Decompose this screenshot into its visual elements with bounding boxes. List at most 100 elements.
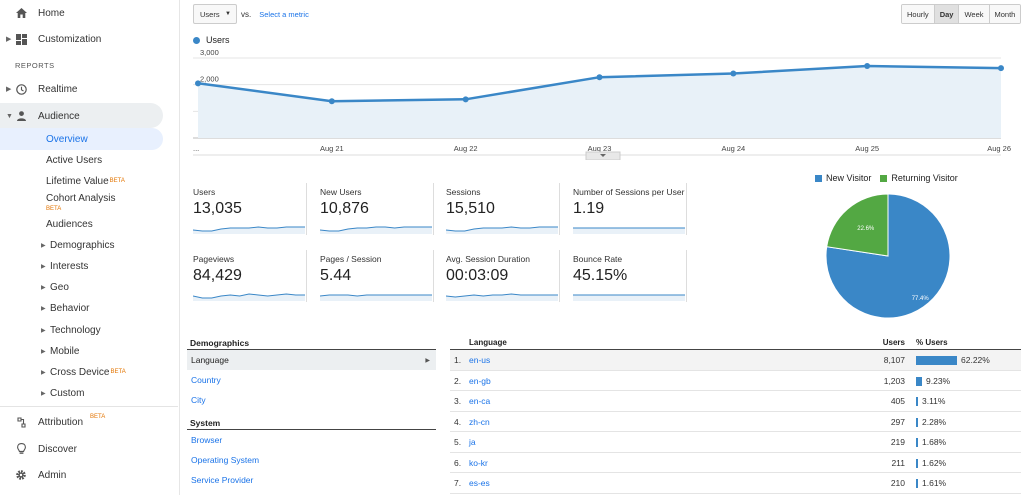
sparkline-line	[193, 226, 305, 232]
sparkline	[573, 294, 685, 301]
row-number: 2.	[454, 375, 462, 386]
metric-tile[interactable]: Avg. Session Duration 00:03:09	[446, 250, 560, 302]
line-chart-legend: Users	[193, 35, 230, 45]
dimension-browser[interactable]: Browser	[191, 435, 223, 445]
table-row[interactable]: 6. ko-kr 211 1.62%	[450, 453, 1021, 473]
sidebar-item-geo[interactable]: ▶ Geo	[41, 281, 69, 293]
sidebar-item-mobile[interactable]: ▶ Mobile	[41, 345, 80, 357]
nav-audience[interactable]: ▼ Audience	[6, 110, 80, 122]
header-pct-users[interactable]: % Users	[916, 338, 948, 347]
header-language[interactable]: Language	[469, 338, 507, 347]
data-point[interactable]	[462, 96, 469, 103]
table-row[interactable]: 5. ja 219 1.68%	[450, 432, 1021, 453]
table-row[interactable]: 1. en-us 8,107 62.22%	[450, 350, 1021, 371]
sparkline-line	[446, 226, 558, 232]
pie-slice-label: 77.4%	[912, 296, 930, 302]
x-tick-label: Aug 26	[987, 144, 1011, 153]
row-language[interactable]: en-gb	[469, 375, 491, 386]
metric-tile[interactable]: Sessions 15,510	[446, 183, 560, 235]
hourly-button[interactable]: Hourly	[902, 5, 935, 23]
metric-tile[interactable]: Users 13,035	[193, 183, 307, 235]
caret-right-icon: ▶	[41, 242, 46, 249]
sparkline-line	[320, 294, 432, 297]
sidebar-item-overview[interactable]: Overview	[46, 133, 88, 145]
row-language[interactable]: ja	[469, 437, 476, 447]
legend-new-visitor: New Visitor	[826, 173, 872, 183]
sidebar-item-custom[interactable]: ▶ Custom	[41, 387, 85, 399]
sidebar-item-active-users[interactable]: Active Users	[46, 154, 103, 166]
table-row[interactable]: 7. es-es 210 1.61%	[450, 473, 1021, 494]
row-pct-users: 62.22%	[961, 355, 990, 365]
metric-label: Pages / Session	[320, 254, 382, 264]
sparkline	[446, 226, 558, 234]
table-row[interactable]: 2. en-gb 1,203 9.23%	[450, 371, 1021, 391]
sidebar-item-technology[interactable]: ▶ Technology	[41, 324, 101, 336]
table-row[interactable]: 3. en-ca 405 3.11%	[450, 391, 1021, 412]
sparkline-area	[193, 294, 305, 301]
dimension-service-provider[interactable]: Service Provider	[191, 475, 254, 485]
nav-home[interactable]: Home	[0, 0, 180, 26]
sidebar-item-lifetime-value[interactable]: Lifetime Value BETA	[46, 175, 125, 187]
dimension-operating-system[interactable]: Operating System	[191, 455, 260, 465]
data-point[interactable]	[195, 80, 201, 87]
nav-realtime[interactable]: ▶ Realtime	[6, 83, 78, 95]
select-metric-link[interactable]: Select a metric	[259, 9, 309, 19]
data-point[interactable]	[596, 74, 603, 81]
caret-right-icon: ▶	[41, 327, 46, 334]
day-button[interactable]: Day	[934, 5, 960, 23]
row-language[interactable]: en-us	[469, 355, 491, 365]
data-point[interactable]	[998, 65, 1004, 72]
percent-bar	[916, 438, 918, 447]
dimension-language[interactable]: Language ▶	[187, 350, 436, 370]
caret-right-icon: ▶	[6, 36, 12, 43]
nav-attribution[interactable]: Attribution BETA	[0, 409, 180, 435]
visitor-pie-chart: 77.4% 22.6%	[825, 193, 951, 319]
row-language[interactable]: ko-kr	[469, 457, 488, 468]
sidebar-item-audiences[interactable]: Audiences	[46, 218, 93, 230]
sidebar-item-cohort-analysis[interactable]: Cohort Analysis BETA	[46, 193, 116, 213]
metric-tile[interactable]: Number of Sessions per User 1.19	[573, 183, 687, 235]
nav-admin[interactable]: Admin	[0, 462, 180, 488]
caret-right-icon: ▶	[41, 369, 46, 376]
x-tick-label: Aug 23	[588, 144, 612, 153]
data-point[interactable]	[730, 70, 737, 77]
metric-tile[interactable]: Pages / Session 5.44	[320, 250, 434, 302]
metric-label: Bounce Rate	[573, 254, 623, 264]
pie-slice-returning-visitor[interactable]	[826, 193, 889, 257]
caret-right-icon: ▶	[6, 86, 12, 93]
reports-section-label: REPORTS	[15, 61, 55, 70]
table-row[interactable]: 4. zh-cn 297 2.28%	[450, 412, 1021, 432]
sidebar-item-behavior[interactable]: ▶ Behavior	[41, 302, 90, 314]
x-tick-label: Aug 21	[320, 144, 344, 153]
beta-badge: BETA	[109, 178, 125, 184]
sidebar: Home ▶ Customization REPORTS ▶ Realtime …	[0, 0, 180, 495]
x-tick-label: Aug 22	[454, 144, 478, 153]
users-area	[198, 66, 1001, 138]
metric-tile[interactable]: Pageviews 84,429	[193, 250, 307, 302]
nav-customization[interactable]: ▶ Customization	[6, 33, 102, 45]
caret-right-icon: ▶	[41, 284, 46, 291]
metric-tile[interactable]: Bounce Rate 45.15%	[573, 250, 687, 302]
metric-select[interactable]: Users ▼	[193, 4, 237, 24]
row-language[interactable]: zh-cn	[469, 416, 490, 427]
month-button[interactable]: Month	[989, 5, 1021, 23]
week-button[interactable]: Week	[959, 5, 990, 23]
sidebar-item-demographics[interactable]: ▶ Demographics	[41, 239, 115, 251]
row-number: 7.	[454, 478, 462, 488]
metric-tile[interactable]: New Users 10,876	[320, 183, 434, 235]
nav-discover[interactable]: Discover	[0, 436, 180, 462]
sidebar-item-cross-device[interactable]: ▶ Cross Device BETA	[41, 366, 126, 378]
data-point[interactable]	[328, 98, 335, 105]
percent-bar	[916, 397, 918, 406]
data-point[interactable]	[864, 63, 871, 69]
row-language[interactable]: en-ca	[469, 396, 491, 406]
sidebar-item-interests[interactable]: ▶ Interests	[41, 260, 89, 272]
y-tick-label: 2,000	[200, 75, 219, 84]
header-users[interactable]: Users	[882, 338, 905, 347]
row-language[interactable]: es-es	[469, 478, 490, 488]
dimension-city[interactable]: City	[191, 395, 206, 405]
sparkline-area	[193, 227, 305, 234]
metric-value: 13,035	[193, 200, 242, 217]
dimension-country[interactable]: Country	[191, 375, 221, 385]
